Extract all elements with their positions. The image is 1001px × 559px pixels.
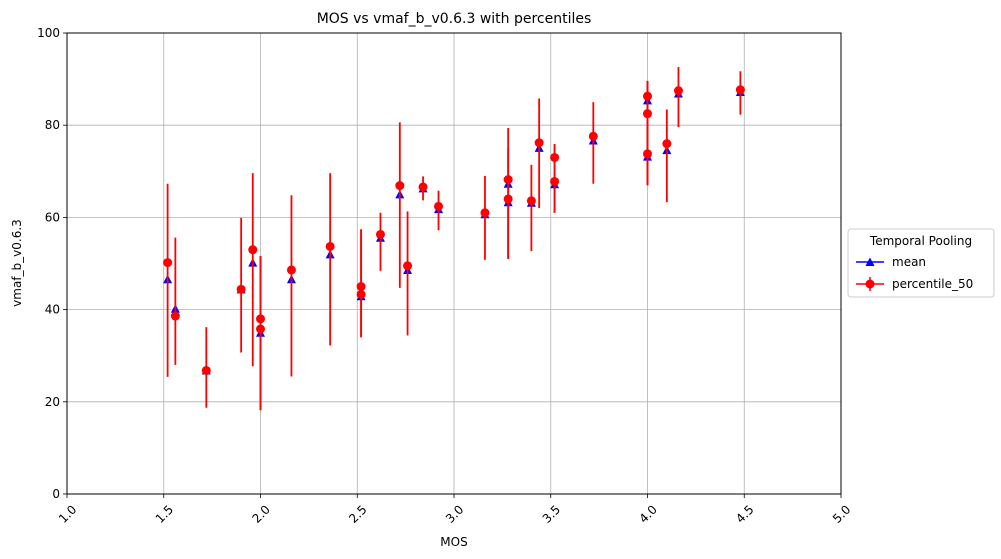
percentile-50-point [395,181,405,191]
percentile-50-point [286,265,296,275]
data-marks [163,67,745,411]
percentile-50-point [403,261,413,271]
legend-entry-mean: mean [856,255,926,269]
percentile-50-point [550,176,560,186]
percentile-50-point [534,138,544,148]
legend: Temporal Pooling mean percentile_50 [847,228,995,298]
percentile-50-point [526,196,536,206]
percentile-50-point [503,194,513,204]
legend-box [847,228,995,298]
percentile-50-point [503,175,513,185]
percentile-50-point [434,201,444,211]
percentile-50-point [256,314,265,324]
percentile-50-point [201,365,211,375]
percentile-50-point [325,241,335,251]
y-tick-label: 60 [45,210,60,224]
percentile-50-point [673,86,683,96]
percentile-50-point [356,282,366,292]
percentile-50-point [356,289,366,299]
percentile-50-point [248,245,258,255]
chart-title: MOS vs vmaf_b_v0.6.3 with percentiles [317,11,592,27]
percentile-50-point [588,131,598,141]
percentile-50-point [480,208,490,218]
x-axis-label: MOS [440,535,467,549]
percentile-50-point [735,85,745,95]
y-tick-label: 0 [52,487,60,501]
legend-mean-marker [865,257,875,266]
y-tick-label: 40 [45,303,60,317]
y-tick-label: 20 [45,395,60,409]
percentile-50-point [170,311,180,321]
percentile-50-point [643,149,652,159]
percentile-50-point [550,152,560,162]
legend-percentile-marker [865,279,875,289]
percentile-50-point [163,258,173,268]
percentile-50-point [236,284,246,294]
percentile-50-point [643,109,652,119]
y-tick-label: 100 [37,26,60,40]
percentile-50-point [643,91,652,101]
percentile-50-point [256,324,265,334]
y-tick-label: 80 [45,118,60,132]
legend-title: Temporal Pooling [869,234,972,248]
percentile-50-point [662,139,672,149]
percentile-50-point [375,229,385,239]
legend-percentile-label: percentile_50 [892,277,973,291]
percentile-50-point [418,182,428,192]
legend-entry-percentile-50: percentile_50 [856,277,973,291]
y-axis-label: vmaf_b_v0.6.3 [10,219,24,307]
legend-mean-label: mean [892,255,926,269]
